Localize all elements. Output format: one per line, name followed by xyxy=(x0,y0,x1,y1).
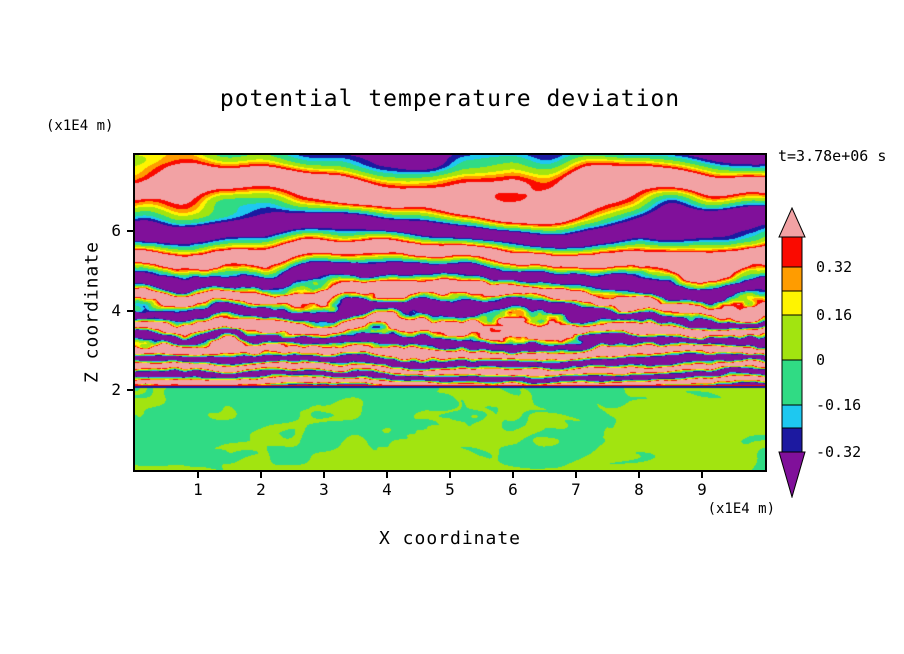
x-tick-mark xyxy=(449,472,451,478)
colorbar-tick-label: 0.16 xyxy=(816,306,853,324)
x-tick-label: 4 xyxy=(382,480,392,499)
z-tick-mark xyxy=(127,309,133,312)
x-axis-title: X coordinate xyxy=(378,528,522,549)
x-tick-mark xyxy=(260,472,262,478)
x-tick-mark xyxy=(701,472,703,478)
x-tick-label: 9 xyxy=(697,480,707,499)
colorbar-segment xyxy=(778,451,806,498)
x-tick-mark xyxy=(512,472,514,478)
x-tick-mark xyxy=(197,472,199,478)
colorbar-tick-label: 0 xyxy=(816,351,826,369)
heatmap-canvas xyxy=(135,155,765,470)
x-tick-label: 1 xyxy=(193,480,203,499)
x-tick-label: 5 xyxy=(445,480,455,499)
z-tick-label: 2 xyxy=(111,380,121,400)
z-tick-label: 6 xyxy=(111,220,121,240)
colorbar-tick-label: -0.32 xyxy=(816,443,862,461)
x-tick-label: 2 xyxy=(256,480,266,499)
colorbar-svg xyxy=(778,207,806,498)
x-tick-label: 8 xyxy=(634,480,644,499)
colorbar-labels: 0.32 0.16 0 -0.16 -0.32 xyxy=(772,207,902,507)
time-annotation: t=3.78e+06 s xyxy=(778,147,887,165)
chart-title: potential temperature deviation xyxy=(219,86,681,112)
z-tick-mark xyxy=(127,389,133,392)
z-tick-mark xyxy=(127,229,133,232)
z-tick-label: 4 xyxy=(111,300,121,320)
x-axis-unit-label: (x1E4 m) xyxy=(707,501,775,517)
x-tick-mark xyxy=(386,472,388,478)
x-tick-label: 7 xyxy=(571,480,581,499)
plot-frame xyxy=(133,153,767,472)
colorbar: 0.32 0.16 0 -0.16 -0.32 xyxy=(772,207,902,507)
x-tick-mark xyxy=(575,472,577,478)
x-tick-label: 6 xyxy=(508,480,518,499)
z-axis-unit-label: (x1E4 m) xyxy=(46,118,114,134)
x-tick-label: 3 xyxy=(319,480,329,499)
colorbar-tick-label: 0.32 xyxy=(816,258,853,276)
colorbar-tick-label: -0.16 xyxy=(816,396,862,414)
x-tick-mark xyxy=(323,472,325,478)
x-tick-mark xyxy=(638,472,640,478)
